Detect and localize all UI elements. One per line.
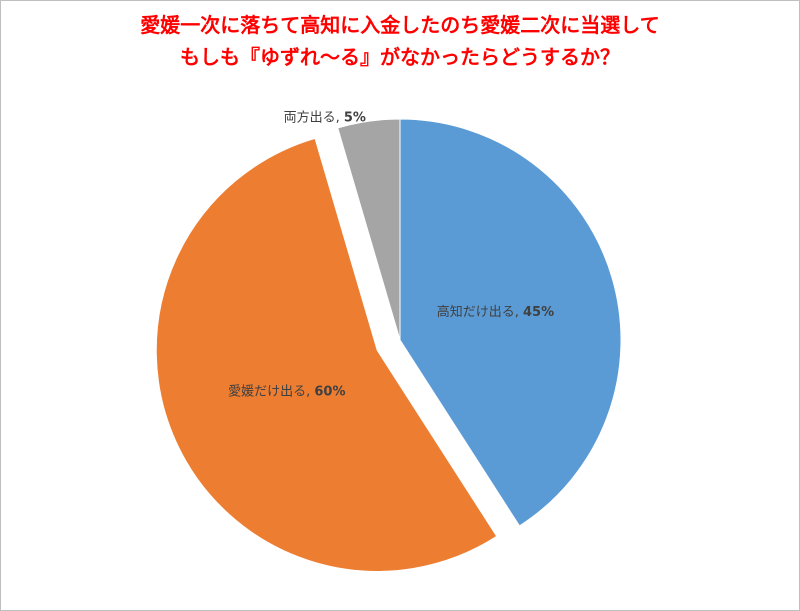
pie-slice	[337, 118, 401, 341]
data-label-separator: ,	[336, 110, 344, 125]
data-label-category: 高知だけ出る	[437, 303, 515, 319]
pie-slice	[155, 137, 498, 572]
chart-title: 愛媛一次に落ちて高知に入金したのち愛媛二次に当選して	[140, 13, 659, 37]
data-label-separator: ,	[515, 304, 523, 319]
data-label: 両方出る, 5%	[284, 109, 366, 125]
chart-title: もしも『ゆずれ～る』がなかったらどうするか？	[180, 45, 620, 69]
data-label-category: 両方出る	[284, 109, 336, 125]
data-label-value: 5%	[344, 110, 366, 125]
data-label: 高知だけ出る, 45%	[437, 303, 554, 319]
data-label: 愛媛だけ出る, 60%	[228, 384, 345, 399]
data-label-category: 愛媛だけ出る	[228, 384, 306, 399]
data-label-value: 45%	[523, 304, 554, 319]
pie-slice	[399, 118, 622, 527]
data-label-value: 60%	[314, 384, 345, 399]
data-label-separator: ,	[306, 384, 314, 399]
